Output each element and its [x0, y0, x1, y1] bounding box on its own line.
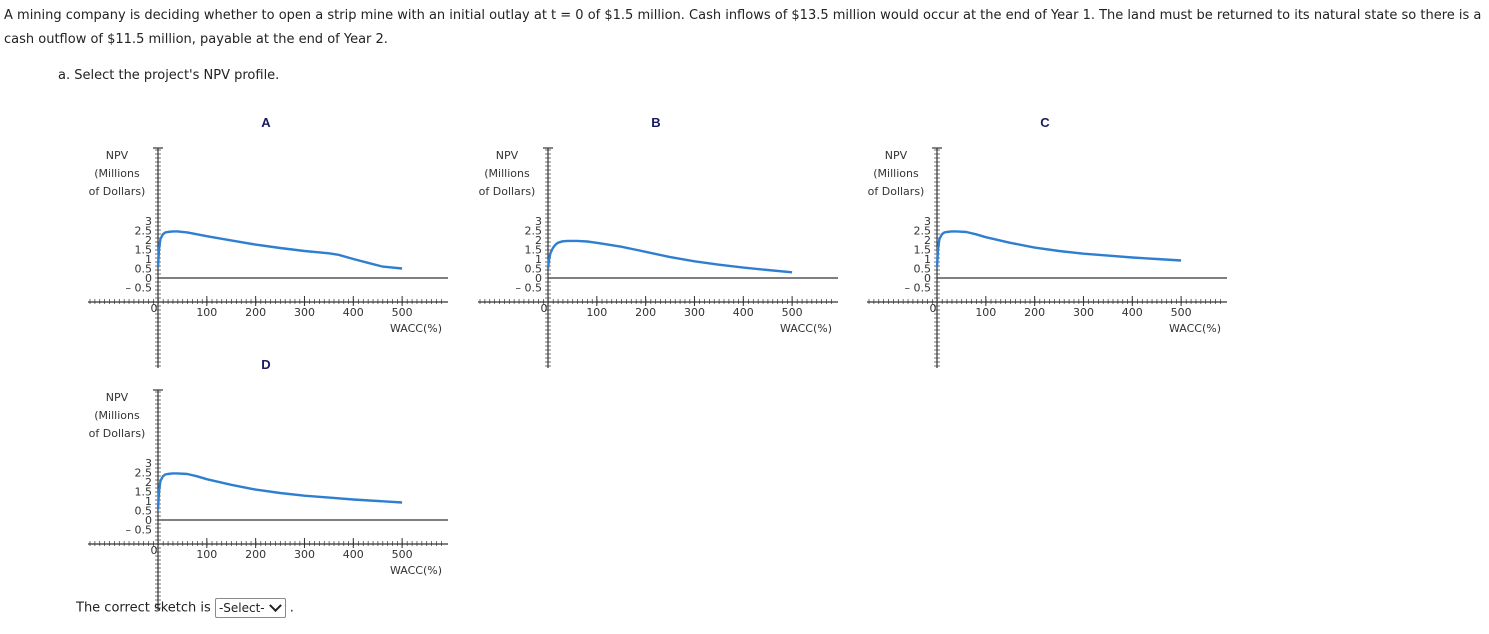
answer-row: The correct sketch is -Select- .	[76, 598, 294, 619]
npv-curve-line	[156, 472, 403, 510]
x-tick-label: 200	[245, 548, 266, 561]
sketch-select[interactable]: -Select-	[214, 598, 286, 618]
y-tick-label: 1	[145, 495, 152, 508]
x-tick-label: 500	[392, 306, 413, 319]
y-tick-label: 1.5	[914, 244, 932, 257]
graph-letter-label: A	[261, 115, 271, 130]
graph-letter-label: C	[1040, 115, 1050, 130]
x-axis-label: WACC(%)	[1169, 322, 1221, 335]
x-tick-label: 500	[1171, 306, 1192, 319]
y-tick-label: 1	[924, 253, 931, 266]
x-axis-label: WACC(%)	[390, 564, 442, 577]
y-axis-label-line: (Millions	[873, 167, 919, 180]
y-tick-label: – 0.5	[516, 282, 543, 295]
x-tick-label: 200	[245, 306, 266, 319]
x-axis-label: WACC(%)	[780, 322, 832, 335]
y-tick-label: 3	[145, 215, 152, 228]
y-tick-label: – 0.5	[126, 524, 153, 537]
answer-period: .	[289, 600, 294, 616]
graph-letter-label: B	[651, 115, 660, 130]
graph-letter-label: D	[261, 357, 270, 372]
x-tick-label: 100	[196, 548, 217, 561]
y-tick-label: 3	[535, 215, 542, 228]
y-axis-label-line: (Millions	[94, 409, 140, 422]
y-axis-label-line: (Millions	[484, 167, 530, 180]
y-tick-label: 0	[924, 272, 931, 285]
y-tick-label: 1.5	[135, 244, 153, 257]
y-tick-label: 1	[535, 253, 542, 266]
x-tick-label: 200	[1024, 306, 1045, 319]
x-tick-label: 400	[733, 306, 754, 319]
x-origin-label: 0	[151, 544, 158, 557]
y-tick-label: 2	[535, 234, 542, 247]
x-tick-label: 400	[1122, 306, 1143, 319]
x-tick-label: 400	[343, 306, 364, 319]
y-tick-label: 0.5	[914, 263, 932, 276]
x-tick-label: 200	[635, 306, 656, 319]
y-tick-label: 0	[535, 272, 542, 285]
x-tick-label: 300	[294, 548, 315, 561]
npv-curve-line	[546, 239, 793, 274]
x-tick-label: 500	[392, 548, 413, 561]
y-tick-label: 0.5	[135, 263, 153, 276]
x-tick-label: 300	[684, 306, 705, 319]
chevron-down-icon	[268, 598, 282, 612]
y-axis-label-line: NPV	[106, 149, 129, 162]
y-tick-label: 2	[924, 234, 931, 247]
npv-curve-line	[935, 230, 1182, 268]
x-tick-label: 400	[343, 548, 364, 561]
graph-b: B NPV (Millions of Dollars) 3 2.5 2 1.5 1 0.5 0– 0…	[474, 100, 846, 380]
x-tick-label: 100	[196, 306, 217, 319]
y-tick-label: 1.5	[135, 486, 153, 499]
y-tick-label: 2.5	[135, 467, 153, 480]
graph-c: C NPV (Millions of Dollars) 3 2.5 2 1.5 1 0.5 0– 0…	[863, 100, 1235, 380]
x-tick-label: 100	[975, 306, 996, 319]
y-tick-label: 1	[145, 253, 152, 266]
y-tick-label: 3	[924, 215, 931, 228]
y-axis-label-line: NPV	[885, 149, 908, 162]
npv-curve-line	[156, 230, 403, 270]
y-tick-label: 3	[145, 457, 152, 470]
y-tick-label: 2	[145, 476, 152, 489]
y-tick-label: 2.5	[135, 225, 153, 238]
x-origin-label: 0	[151, 302, 158, 315]
y-axis-label-line: (Millions	[94, 167, 140, 180]
x-tick-label: 100	[586, 306, 607, 319]
x-tick-label: 300	[294, 306, 315, 319]
y-tick-label: 2.5	[525, 225, 543, 238]
y-tick-label: – 0.5	[126, 282, 153, 295]
y-tick-label: 2.5	[914, 225, 932, 238]
y-axis-label-line: of Dollars)	[89, 427, 146, 440]
y-tick-label: 2	[145, 234, 152, 247]
problem-statement: A mining company is deciding whether to …	[4, 8, 1482, 47]
answer-prompt: The correct sketch is	[76, 600, 211, 616]
sketch-select-value: -Select-	[218, 601, 265, 615]
y-tick-label: 0	[145, 514, 152, 527]
x-tick-label: 500	[782, 306, 803, 319]
x-origin-label: 0	[541, 302, 548, 315]
graph-a: A NPV (Millions of Dollars) 3 2.5 2 1.5 1 0.5 0– 0…	[84, 100, 456, 380]
part-a-prompt: a. Select the project's NPV profile.	[58, 68, 280, 83]
y-axis-label-line: NPV	[106, 391, 129, 404]
y-tick-label: 0.5	[525, 263, 543, 276]
y-tick-label: 0.5	[135, 505, 153, 518]
y-tick-label: 0	[145, 272, 152, 285]
x-tick-label: 300	[1073, 306, 1094, 319]
y-tick-label: 1.5	[525, 244, 543, 257]
graph-d: D NPV (Millions of Dollars) 3 2.5 2 1.5 1 0.5 0– 0…	[84, 342, 456, 622]
y-axis-label-line: NPV	[496, 149, 519, 162]
y-axis-label-line: of Dollars)	[89, 185, 146, 198]
y-axis-label-line: of Dollars)	[868, 185, 925, 198]
y-axis-label-line: of Dollars)	[479, 185, 536, 198]
x-origin-label: 0	[930, 302, 937, 315]
x-axis-label: WACC(%)	[390, 322, 442, 335]
y-tick-label: – 0.5	[905, 282, 932, 295]
